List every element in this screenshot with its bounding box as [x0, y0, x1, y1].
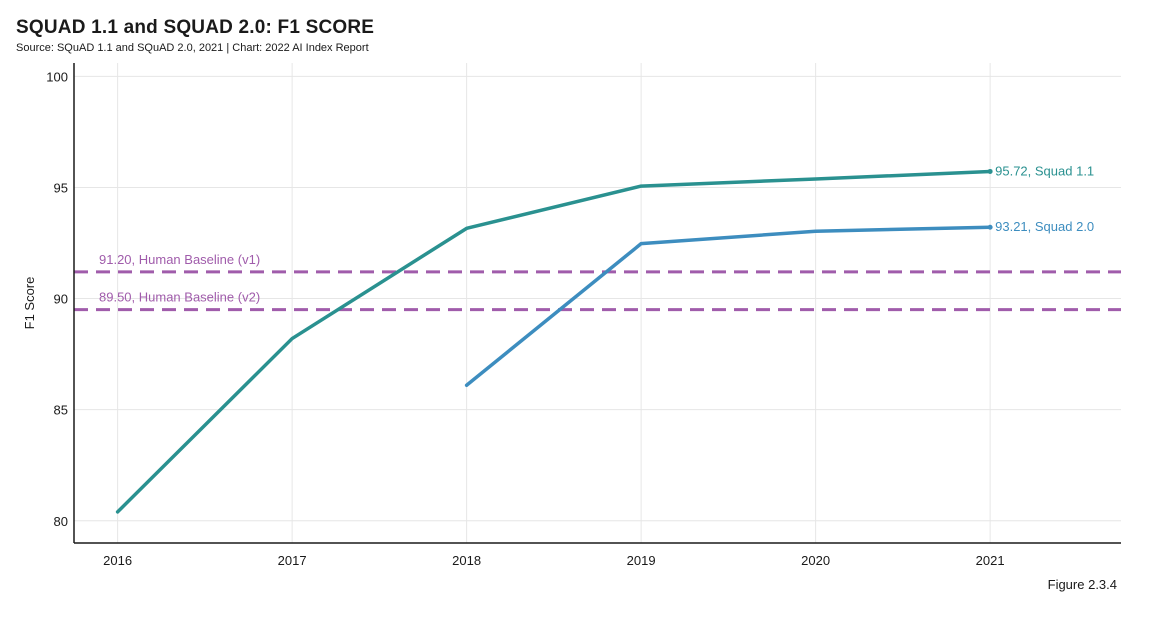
figure-label: Figure 2.3.4	[1047, 577, 1117, 592]
y-tick-label: 85	[54, 403, 68, 418]
y-tick-label: 100	[46, 69, 68, 84]
series-end-point	[987, 168, 993, 174]
chart-title: SQUAD 1.1 and SQUAD 2.0: F1 SCORE	[16, 17, 375, 38]
human-baseline-label: 89.50, Human Baseline (v2)	[99, 290, 260, 305]
x-tick-label: 2017	[278, 553, 307, 568]
human-baseline-label: 91.20, Human Baseline (v1)	[99, 252, 260, 267]
labels: 80 85 90 95 100 2016 2017 2018 2019 2020 2021 F1 Sc…	[22, 69, 1094, 568]
series-line	[115, 169, 992, 514]
series-lines	[115, 168, 993, 514]
axes	[73, 63, 1121, 544]
x-tick-label: 2019	[627, 553, 656, 568]
x-tick-label: 2020	[801, 553, 830, 568]
gridlines	[74, 63, 1121, 543]
series-end-point	[987, 224, 993, 230]
y-tick-label: 80	[54, 514, 68, 529]
x-tick-label: 2021	[976, 553, 1005, 568]
series-end-label: 95.72, Squad 1.1	[995, 163, 1094, 178]
x-tick-label: 2018	[452, 553, 481, 568]
y-tick-label: 95	[54, 180, 68, 195]
series-end-label: 93.21, Squad 2.0	[995, 219, 1094, 234]
y-axis-title: F1 Score	[22, 277, 37, 330]
y-tick-label: 90	[54, 292, 68, 307]
chart-subtitle: Source: SQuAD 1.1 and SQuAD 2.0, 2021 | …	[16, 42, 369, 54]
series-line	[464, 225, 992, 387]
x-tick-label: 2016	[103, 553, 132, 568]
